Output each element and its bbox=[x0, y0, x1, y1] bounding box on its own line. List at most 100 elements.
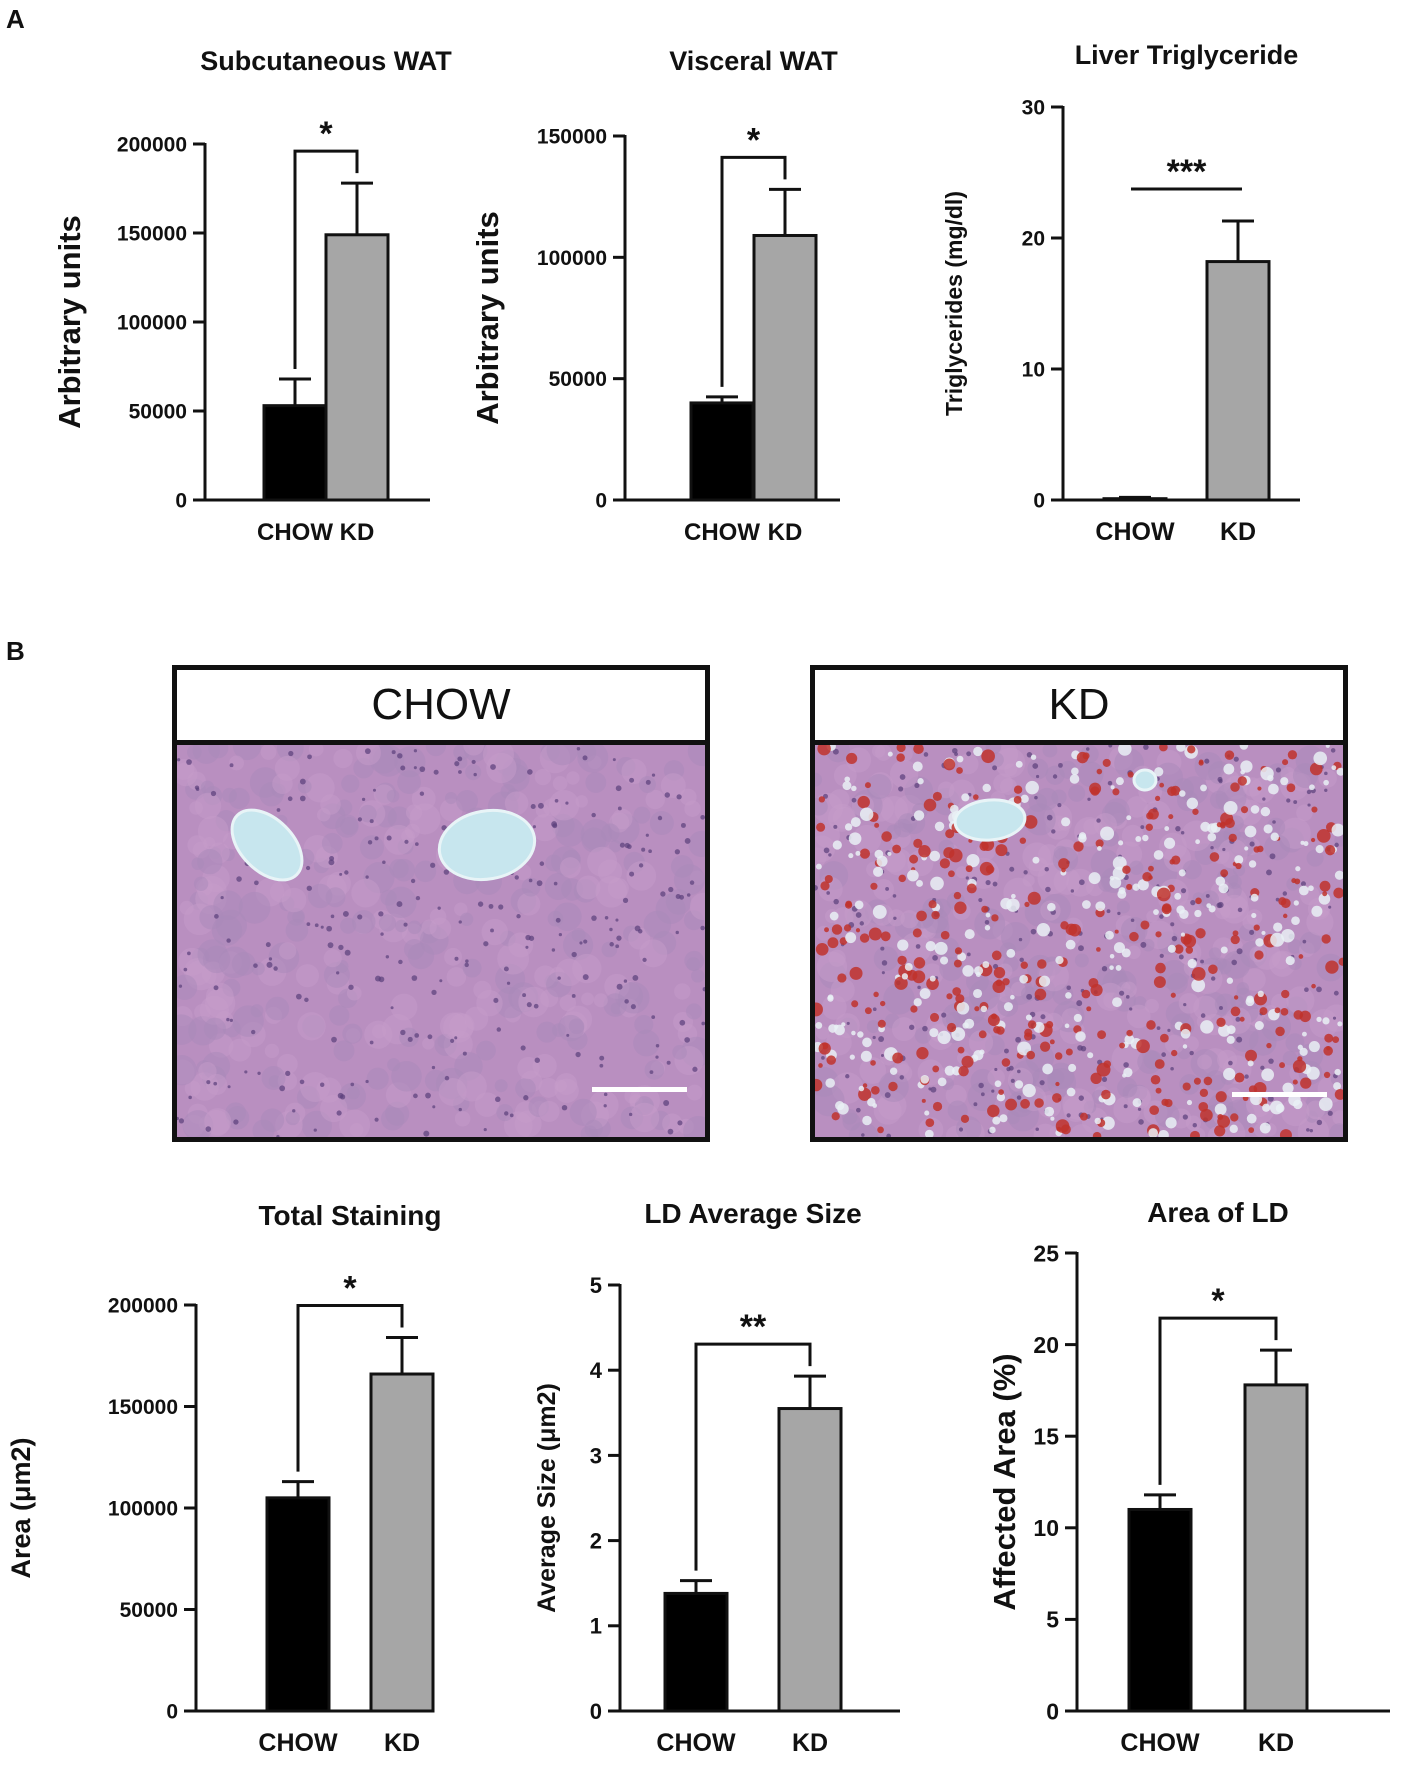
lipid-droplet bbox=[1323, 1071, 1331, 1079]
lipid-droplet bbox=[881, 831, 892, 842]
lipid-droplet bbox=[1226, 1025, 1236, 1035]
nucleus bbox=[1333, 990, 1339, 996]
lipid-droplet bbox=[1047, 902, 1056, 912]
cell bbox=[333, 1040, 355, 1062]
cell bbox=[351, 910, 376, 934]
cell bbox=[1116, 900, 1130, 914]
lipid-droplet bbox=[1020, 794, 1029, 803]
lipid-droplet bbox=[843, 924, 852, 932]
bar-kd bbox=[752, 233, 818, 502]
nucleus bbox=[615, 918, 619, 922]
cell bbox=[203, 1017, 226, 1040]
nucleus bbox=[985, 879, 991, 886]
lipid-droplet bbox=[1002, 978, 1010, 986]
cell bbox=[999, 778, 1017, 796]
lipid-droplet bbox=[1322, 891, 1328, 897]
lipid-droplet bbox=[925, 940, 936, 952]
nucleus bbox=[214, 914, 219, 919]
cell bbox=[454, 902, 468, 917]
nucleus bbox=[254, 880, 259, 886]
nucleus bbox=[878, 1036, 885, 1042]
y-tick-label: 25 bbox=[1033, 1240, 1059, 1266]
lipid-droplet bbox=[1017, 1041, 1032, 1056]
lipid-droplet bbox=[1148, 875, 1153, 880]
lipid-droplet bbox=[1076, 751, 1089, 764]
nucleus bbox=[477, 901, 484, 907]
lipid-droplet bbox=[1269, 1100, 1284, 1115]
lipid-droplet bbox=[864, 1007, 872, 1015]
nucleus bbox=[287, 796, 293, 802]
lipid-droplet bbox=[943, 758, 956, 771]
nucleus bbox=[419, 791, 425, 796]
cell bbox=[1182, 860, 1202, 880]
nucleus bbox=[651, 1015, 656, 1020]
lipid-droplet bbox=[953, 959, 962, 968]
nucleus bbox=[1231, 959, 1237, 966]
lipid-droplet bbox=[1065, 939, 1076, 950]
nucleus bbox=[575, 1051, 581, 1058]
lipid-droplet bbox=[901, 973, 909, 980]
cell bbox=[891, 1017, 916, 1042]
lipid-droplet bbox=[1223, 1067, 1236, 1081]
lipid-droplet bbox=[984, 925, 991, 931]
cell bbox=[1242, 914, 1258, 930]
lipid-droplet bbox=[1195, 928, 1206, 939]
cell bbox=[629, 1102, 660, 1133]
nucleus bbox=[1275, 767, 1282, 773]
lipid-droplet bbox=[1309, 784, 1315, 791]
cell bbox=[346, 1086, 360, 1100]
nucleus bbox=[414, 1033, 420, 1038]
lipid-droplet bbox=[1247, 1060, 1254, 1067]
lipid-droplet bbox=[1148, 1128, 1159, 1137]
cell bbox=[1208, 947, 1222, 960]
cell bbox=[686, 1084, 703, 1101]
bar-chow bbox=[262, 404, 328, 502]
cell bbox=[274, 755, 300, 781]
y-tick-label: 30 bbox=[1022, 97, 1045, 120]
lipid-droplet bbox=[1064, 1023, 1070, 1029]
cell bbox=[633, 1029, 660, 1057]
lipid-droplet bbox=[1044, 1106, 1055, 1117]
lipid-droplet bbox=[877, 1019, 886, 1028]
cell bbox=[968, 1030, 994, 1055]
significance-bracket bbox=[694, 1342, 812, 1571]
lipid-droplet bbox=[932, 791, 942, 801]
lipid-droplet bbox=[1174, 892, 1182, 900]
cell bbox=[1098, 875, 1115, 892]
y-tick-label: 10 bbox=[1033, 1515, 1059, 1541]
lipid-droplet bbox=[1282, 1082, 1294, 1094]
nucleus bbox=[1180, 831, 1185, 835]
lipid-droplet bbox=[998, 1089, 1004, 1095]
nucleus bbox=[1140, 825, 1145, 829]
lipid-droplet bbox=[1200, 784, 1207, 792]
lipid-droplet bbox=[1220, 869, 1229, 878]
lipid-droplet bbox=[874, 822, 880, 828]
nucleus bbox=[1200, 1013, 1206, 1018]
lipid-droplet bbox=[973, 1050, 984, 1061]
lipid-droplet bbox=[1248, 1127, 1255, 1134]
cell bbox=[1282, 1050, 1298, 1066]
lipid-droplet bbox=[920, 1074, 930, 1084]
lipid-droplet bbox=[928, 900, 937, 909]
lipid-droplet bbox=[1318, 893, 1331, 905]
micrograph-image-kd bbox=[815, 745, 1343, 1137]
nucleus bbox=[473, 772, 477, 777]
nucleus bbox=[1052, 774, 1058, 779]
cell bbox=[473, 980, 492, 999]
cell bbox=[203, 836, 216, 850]
lipid-droplet bbox=[1300, 1077, 1312, 1089]
lipid-droplet bbox=[1190, 1130, 1200, 1137]
nucleus bbox=[1324, 771, 1328, 776]
cell bbox=[1126, 796, 1148, 818]
nucleus bbox=[391, 750, 396, 755]
lipid-droplet bbox=[857, 795, 870, 809]
lipid-droplet bbox=[1193, 1077, 1201, 1085]
lipid-droplet bbox=[1226, 977, 1234, 984]
nucleus bbox=[432, 1105, 436, 1109]
nucleus bbox=[1324, 788, 1328, 792]
lipid-droplet bbox=[1246, 1113, 1257, 1124]
nucleus bbox=[386, 835, 392, 841]
nucleus bbox=[369, 819, 374, 824]
micrograph-label-kd: KD bbox=[815, 670, 1343, 745]
lipid-droplet bbox=[889, 1067, 898, 1075]
